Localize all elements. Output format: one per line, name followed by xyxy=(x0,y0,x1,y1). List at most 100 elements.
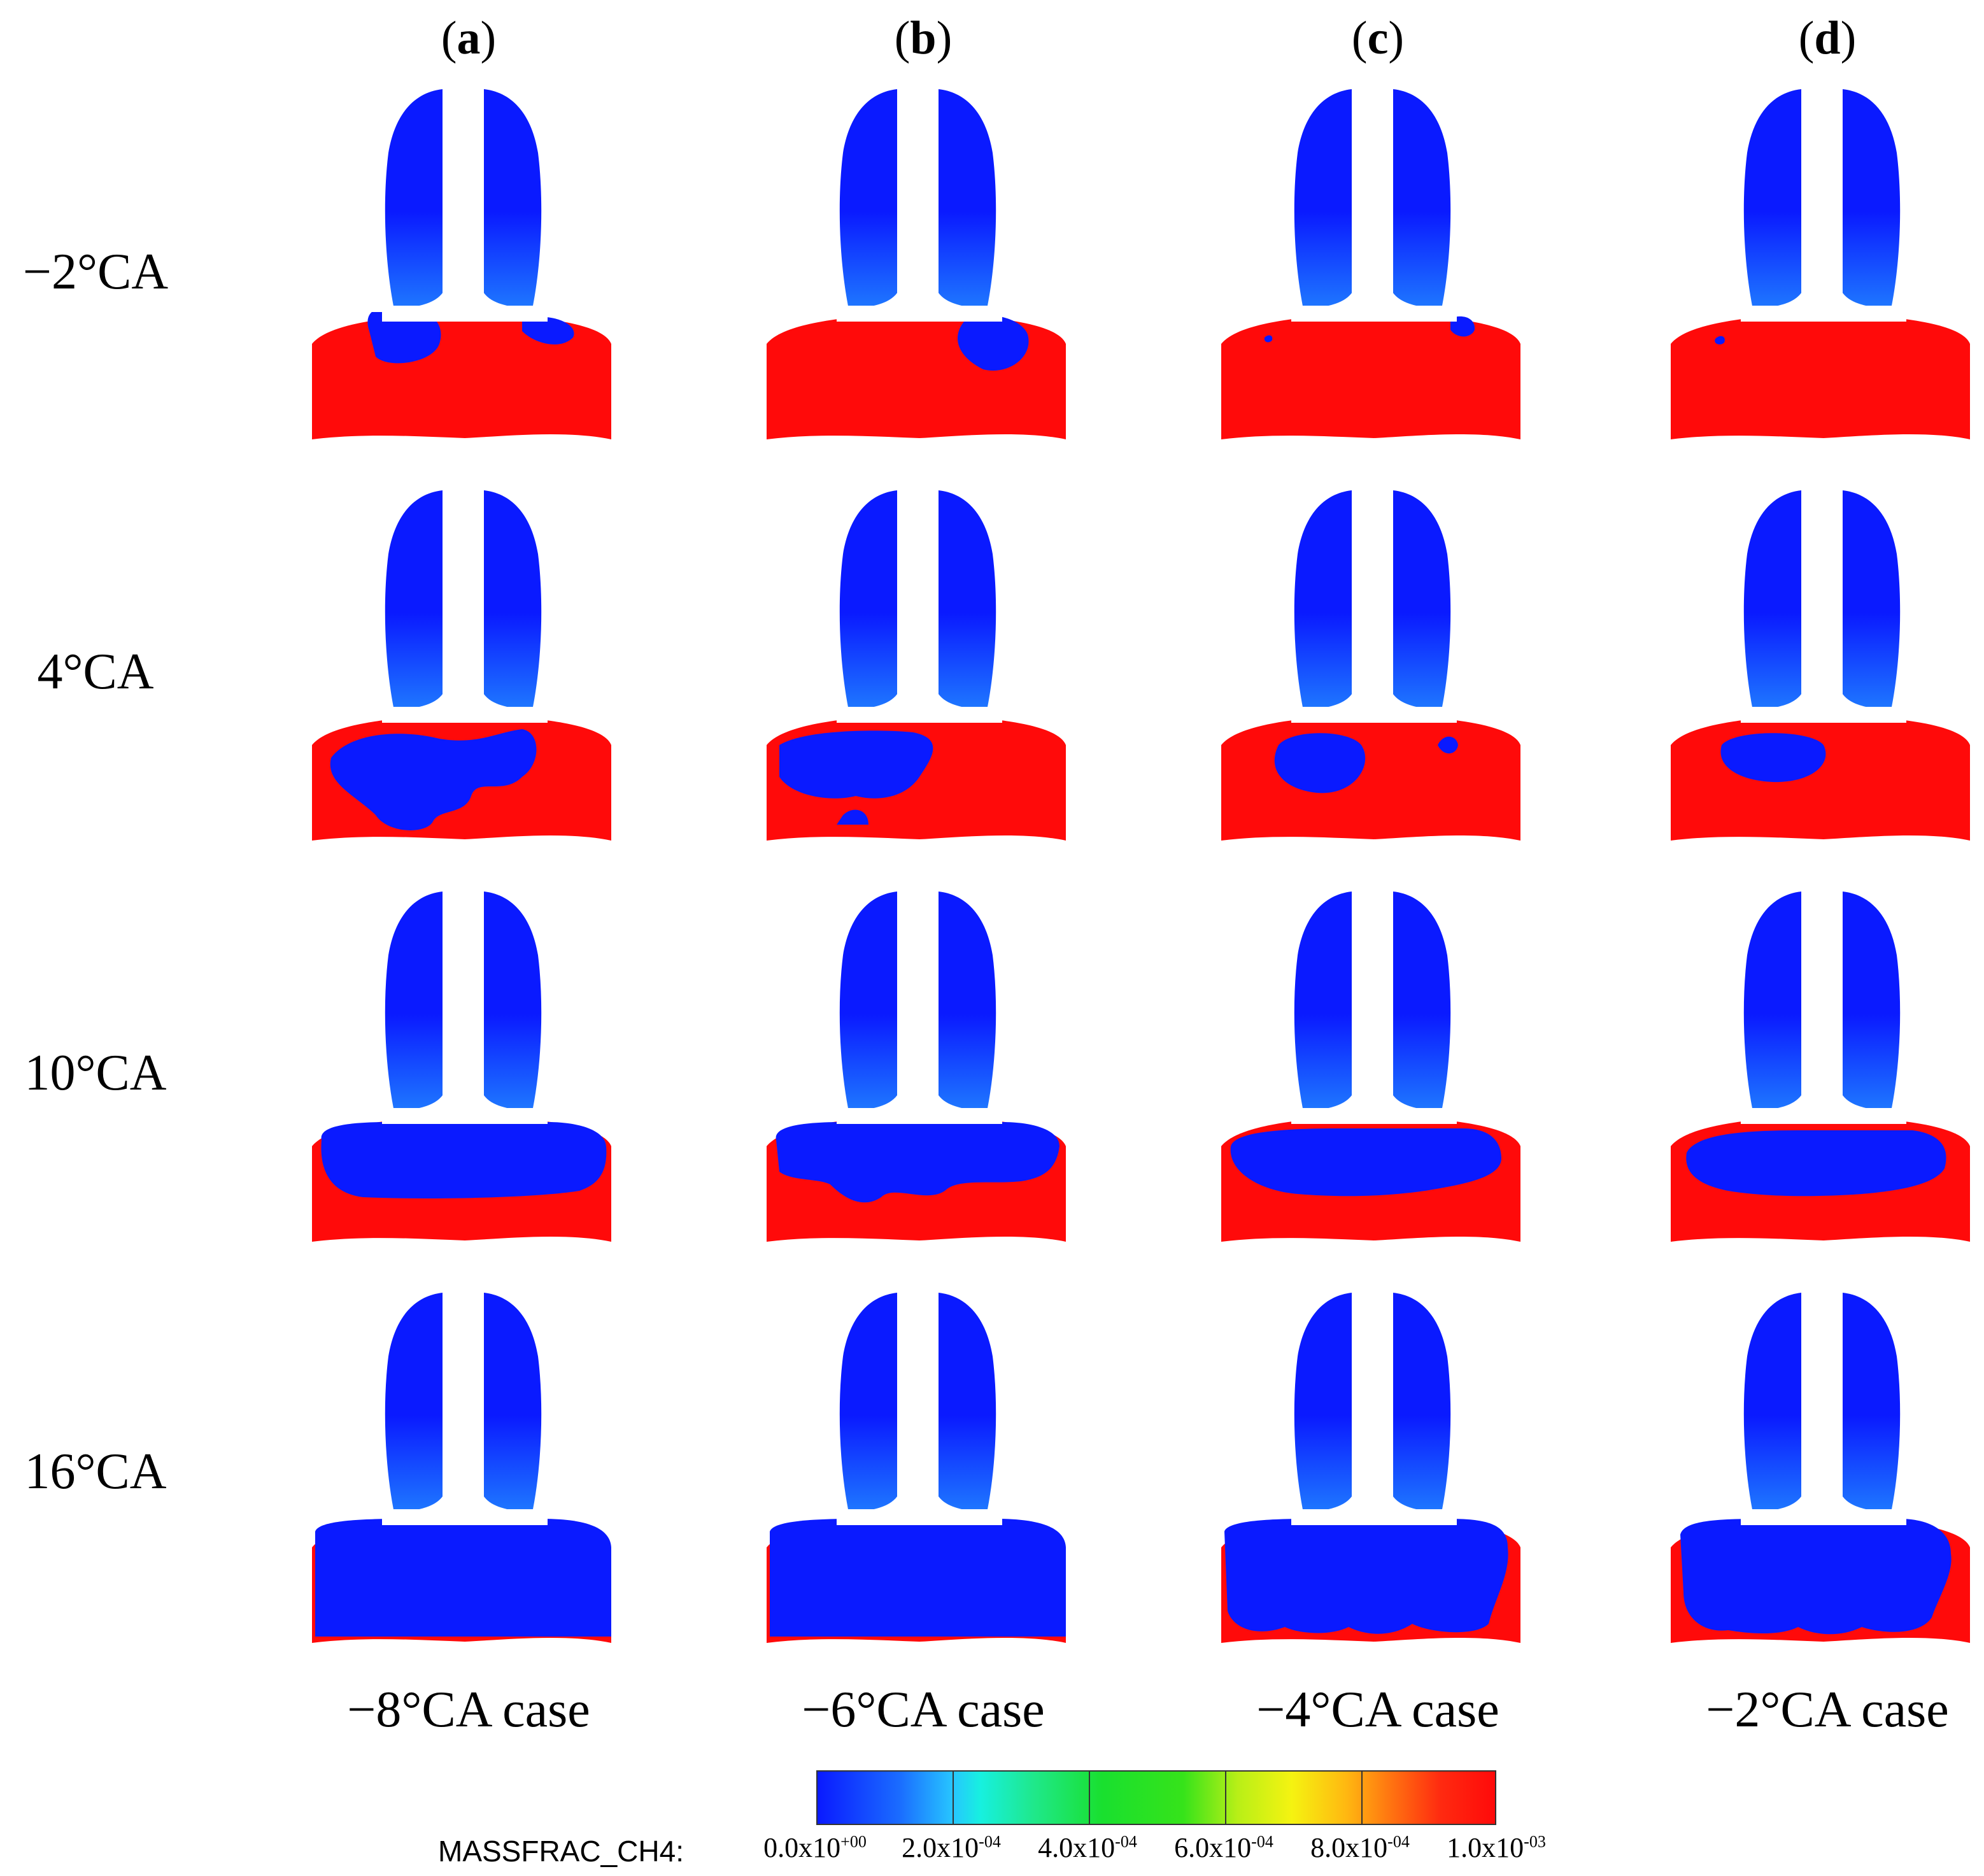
contour-panel xyxy=(1671,478,1976,860)
column-label-d: (d) xyxy=(1798,12,1857,64)
colorbar-divider xyxy=(953,1772,954,1824)
contour-panel xyxy=(1671,76,1976,458)
contour-panel xyxy=(767,879,1072,1261)
valve-head xyxy=(1741,707,1906,723)
valve-head xyxy=(837,707,1002,723)
contour-svg xyxy=(1671,892,1970,1242)
contour-panel xyxy=(1221,879,1527,1261)
colorbar-divider xyxy=(1361,1772,1363,1824)
intake-port-right xyxy=(939,89,996,312)
contour-svg xyxy=(767,490,1066,841)
combustion-chamber xyxy=(767,315,1066,439)
column-label-a: (a) xyxy=(441,12,497,64)
colorbar-tick-label: 1.0x10-03 xyxy=(1447,1832,1546,1863)
valve-head xyxy=(382,306,548,322)
ch4-low-region xyxy=(958,315,1029,371)
valve-head xyxy=(837,306,1002,322)
valve-head xyxy=(1291,1108,1457,1124)
combustion-chamber xyxy=(767,1121,1066,1242)
combustion-chamber xyxy=(312,720,611,841)
intake-port-right xyxy=(939,1293,996,1516)
column-label-b: (b) xyxy=(894,12,953,64)
ch4-low-region xyxy=(1274,733,1366,793)
intake-port-left xyxy=(1743,1293,1801,1516)
intake-port-left xyxy=(385,89,443,312)
ch4-low-region xyxy=(1720,733,1826,783)
intake-port-right xyxy=(484,490,542,713)
ch4-low-region xyxy=(1715,336,1725,345)
intake-port-right xyxy=(1393,892,1451,1114)
intake-port-left xyxy=(1294,490,1352,713)
combustion-chamber xyxy=(1671,1519,1970,1643)
contour-svg xyxy=(767,89,1066,439)
valve-head xyxy=(1741,1108,1906,1124)
combustion-chamber xyxy=(1671,318,1970,439)
colorbar-tick-label: 6.0x10-04 xyxy=(1174,1832,1273,1863)
case-label-b: −6°CA case xyxy=(802,1682,1045,1738)
contour-svg xyxy=(767,1293,1066,1643)
ch4-low-region xyxy=(779,730,933,799)
valve-head xyxy=(1741,1509,1906,1525)
intake-port-left xyxy=(1743,89,1801,312)
contour-svg xyxy=(1221,892,1520,1242)
intake-port-left xyxy=(839,490,897,713)
combustion-chamber xyxy=(1221,1519,1520,1643)
contour-panel xyxy=(1221,478,1527,860)
contour-svg xyxy=(1671,490,1970,841)
intake-port-left xyxy=(385,1293,443,1516)
colorbar-variable-name: MASSFRAC_CH4: xyxy=(438,1835,684,1868)
colorbar-divider xyxy=(1225,1772,1226,1824)
contour-panel xyxy=(1671,879,1976,1261)
intake-port-right xyxy=(1393,89,1451,312)
intake-port-right xyxy=(484,892,542,1114)
colorbar-tick-label: 4.0x10-04 xyxy=(1038,1832,1137,1863)
intake-port-left xyxy=(1743,490,1801,713)
row-label-2: 4°CA xyxy=(37,644,154,700)
colorbar-tick-label: 2.0x10-04 xyxy=(902,1832,1001,1863)
contour-svg xyxy=(767,892,1066,1242)
contour-panel xyxy=(767,478,1072,860)
colorbar-divider xyxy=(1089,1772,1090,1824)
contour-svg xyxy=(1221,1293,1520,1643)
case-label-d: −2°CA case xyxy=(1706,1682,1949,1738)
combustion-chamber xyxy=(767,720,1066,841)
combustion-chamber xyxy=(312,1121,611,1242)
contour-panel xyxy=(1221,76,1527,458)
ch4-low-region xyxy=(321,1122,607,1198)
valve-head xyxy=(1291,1509,1457,1525)
combustion-chamber xyxy=(312,1519,611,1643)
combustion-chamber xyxy=(1221,316,1520,439)
intake-port-left xyxy=(1294,89,1352,312)
contour-panel xyxy=(312,1280,618,1662)
contour-svg xyxy=(312,490,611,841)
valve-head xyxy=(837,1509,1002,1525)
contour-svg xyxy=(1221,89,1520,439)
contour-panel xyxy=(1221,1280,1527,1662)
ch4-low-region xyxy=(1230,1128,1501,1197)
combustion-chamber xyxy=(312,312,611,439)
intake-port-right xyxy=(1843,892,1901,1114)
valve-head xyxy=(1291,707,1457,723)
intake-port-right xyxy=(484,89,542,312)
valve-head xyxy=(837,1108,1002,1124)
combustion-chamber xyxy=(1221,720,1520,841)
intake-port-left xyxy=(1294,1293,1352,1516)
column-label-c: (c) xyxy=(1351,12,1405,64)
row-label-3: 10°CA xyxy=(24,1045,167,1101)
intake-port-right xyxy=(1843,89,1901,312)
contour-svg xyxy=(1671,89,1970,439)
ch4-low-region xyxy=(1438,736,1458,754)
ch4-low-region xyxy=(1224,1519,1508,1634)
ch4-low-region xyxy=(330,729,537,830)
ch4-low-region xyxy=(315,1519,611,1637)
intake-port-left xyxy=(1743,892,1801,1114)
intake-port-left xyxy=(385,892,443,1114)
ch4-low-region xyxy=(522,316,574,345)
ch4-low-region xyxy=(1680,1519,1952,1635)
valve-head xyxy=(382,1108,548,1124)
colorbar-tick-label: 8.0x10-04 xyxy=(1310,1832,1410,1863)
combustion-chamber xyxy=(1671,1121,1970,1242)
contour-panel xyxy=(312,76,618,458)
intake-port-left xyxy=(839,89,897,312)
intake-port-right xyxy=(1843,490,1901,713)
